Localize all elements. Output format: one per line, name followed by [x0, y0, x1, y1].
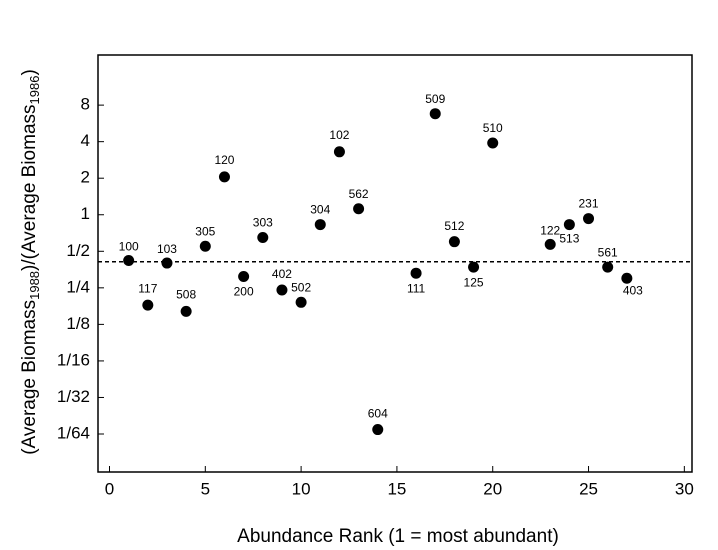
point-label: 402	[272, 267, 292, 281]
data-point	[295, 296, 307, 308]
point-label: 200	[234, 285, 254, 299]
data-point	[142, 299, 154, 311]
data-point	[123, 254, 135, 266]
point-label: 100	[119, 240, 139, 254]
point-label: 604	[368, 407, 388, 421]
data-point	[238, 270, 250, 282]
y-tick-label: 2	[81, 168, 90, 187]
y-tick-label: 1/64	[57, 423, 90, 442]
y-tick-label: 1/8	[66, 314, 90, 333]
y-axis-title-part: )/(Average Biomass	[19, 104, 40, 271]
point-label: 303	[253, 216, 273, 230]
data-point	[429, 108, 441, 120]
point-label: 562	[349, 187, 369, 201]
point-label: 120	[214, 153, 234, 167]
x-tick-label: 25	[579, 479, 598, 498]
point-label: 102	[329, 128, 349, 142]
data-point	[583, 213, 595, 225]
y-tick-label: 8	[81, 95, 90, 114]
x-axis-title: Abundance Rank (1 = most abundant)	[237, 526, 559, 547]
y-axis-title-part: 1988	[27, 271, 42, 300]
point-label: 513	[559, 232, 579, 246]
data-point	[448, 236, 460, 248]
data-point	[544, 238, 556, 250]
data-point	[468, 261, 480, 273]
data-point	[161, 257, 173, 269]
y-axis-title-part: )	[19, 69, 40, 75]
data-point	[257, 231, 269, 243]
x-tick-label: 30	[675, 479, 694, 498]
data-point	[276, 284, 288, 296]
data-point	[353, 203, 365, 215]
point-label: 117	[138, 281, 157, 295]
point-label: 103	[157, 242, 177, 256]
data-point	[621, 272, 633, 284]
point-label: 502	[291, 280, 311, 294]
data-point	[218, 171, 230, 183]
point-label: 508	[176, 288, 196, 302]
data-point	[372, 424, 384, 436]
x-tick-label: 5	[201, 479, 210, 498]
y-axis-title-part: (Average Biomass	[19, 300, 40, 455]
x-tick-label: 15	[387, 479, 406, 498]
point-label: 305	[195, 224, 215, 238]
x-tick-label: 0	[105, 479, 114, 498]
y-axis-title-part: 1986	[27, 76, 42, 105]
point-label: 231	[579, 197, 599, 211]
data-point	[563, 219, 575, 231]
point-label: 512	[444, 219, 464, 233]
point-label: 111	[407, 281, 426, 295]
x-tick-label: 20	[483, 479, 502, 498]
y-axis-title: (Average Biomass1988)/(Average Biomass19…	[19, 69, 42, 455]
y-tick-label: 1/32	[57, 387, 90, 406]
plot-frame	[97, 54, 693, 473]
point-label: 561	[598, 245, 618, 259]
data-point	[487, 137, 499, 149]
point-label: 125	[464, 275, 484, 289]
data-point	[314, 219, 326, 231]
data-point	[333, 146, 345, 158]
point-label: 509	[425, 92, 445, 106]
y-tick-label: 1/16	[57, 350, 90, 369]
y-tick-label: 1/2	[66, 241, 90, 260]
y-tick-label: 1	[81, 204, 90, 223]
data-point	[199, 240, 211, 252]
y-tick-label: 1/4	[66, 277, 90, 296]
point-label: 403	[623, 283, 643, 297]
data-point	[180, 305, 192, 317]
point-label: 510	[483, 121, 503, 135]
data-point	[410, 267, 422, 279]
data-point	[602, 261, 614, 273]
y-tick-label: 4	[81, 131, 90, 150]
x-tick-label: 10	[292, 479, 311, 498]
point-label: 304	[310, 203, 330, 217]
point-label: 122	[540, 224, 560, 238]
